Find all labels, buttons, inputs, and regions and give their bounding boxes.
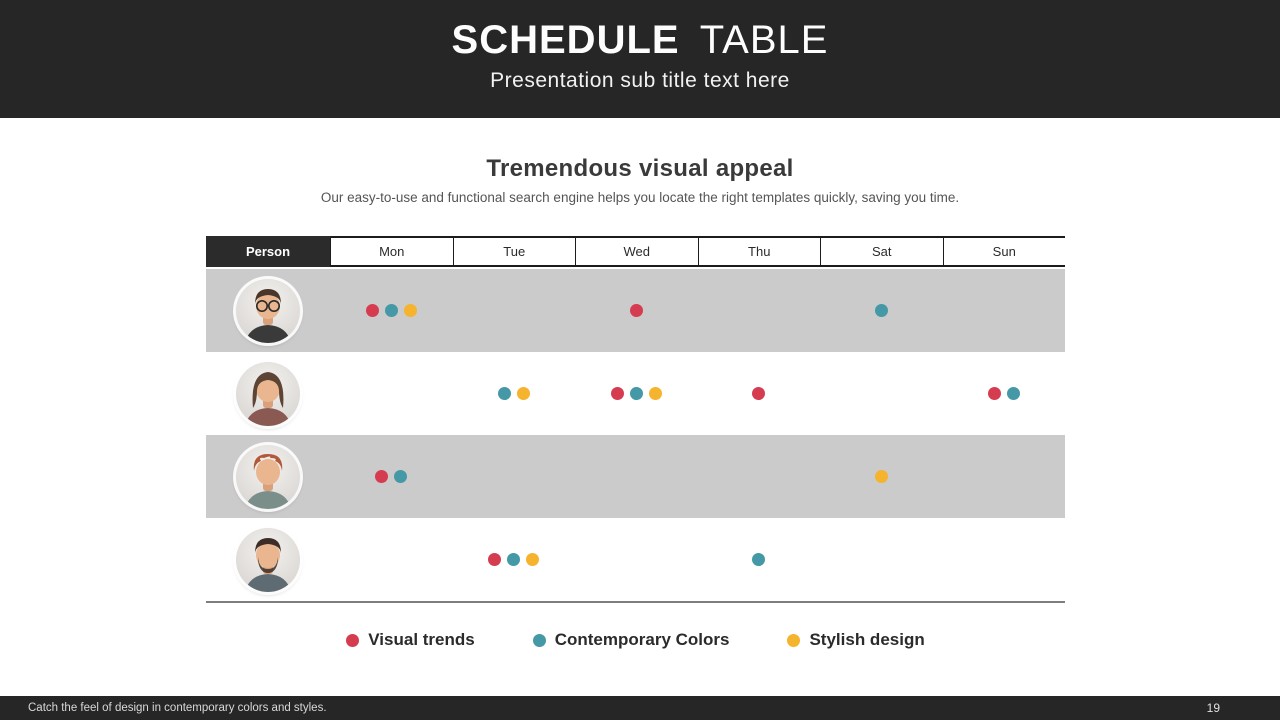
red-dot (375, 470, 389, 483)
slide-header: SCHEDULE TABLE Presentation sub title te… (0, 0, 1280, 118)
day-cell-thu (698, 435, 821, 518)
day-cell-wed (575, 518, 698, 601)
day-cell-thu (698, 518, 821, 601)
table-row (206, 269, 1065, 352)
legend: Visual trends Contemporary Colors Stylish … (206, 626, 1065, 654)
red-dot (610, 387, 624, 400)
person-cell (206, 269, 330, 352)
red-dot (987, 387, 1001, 400)
teal-dot (629, 387, 643, 400)
table-header-day-wed: Wed (575, 238, 698, 265)
day-cell-sat (820, 435, 943, 518)
yellow-dot (648, 387, 662, 400)
avatar-man-beard (236, 527, 300, 592)
red-dot (752, 387, 766, 400)
day-cell-mon (330, 269, 453, 352)
avatar-man-glasses (236, 278, 300, 343)
slide-title-light: TABLE (699, 18, 829, 62)
table-header-day-sat: Sat (820, 238, 943, 265)
section-description: Our easy-to-use and functional search en… (320, 190, 960, 205)
teal-dot (1006, 387, 1020, 400)
day-cell-tue (453, 269, 576, 352)
legend-item: Contemporary Colors (532, 630, 730, 650)
schedule-table: Person Mon Tue Wed Thu Sat Sun (206, 236, 1065, 603)
avatar-woman-short-hair (236, 444, 300, 509)
red-dot (346, 633, 360, 647)
page-number: 19 (1206, 701, 1220, 715)
day-cell-sun (943, 518, 1066, 601)
red-dot (365, 304, 379, 317)
day-cell-sun (943, 269, 1066, 352)
legend-label: Contemporary Colors (554, 630, 730, 649)
table-header-day-tue: Tue (452, 238, 575, 265)
day-cell-tue (453, 435, 576, 518)
table-row (206, 518, 1065, 601)
person-cell (206, 352, 330, 435)
table-bottom-border (206, 601, 1065, 603)
day-cell-mon (330, 518, 453, 601)
table-row (206, 352, 1065, 435)
yellow-dot (403, 304, 417, 317)
teal-dot (532, 633, 546, 647)
table-header-row: Person Mon Tue Wed Thu Sat Sun (206, 236, 1065, 267)
table-row (206, 435, 1065, 518)
teal-dot (394, 470, 408, 483)
day-cell-mon (330, 352, 453, 435)
table-header-day-sun: Sun (942, 238, 1065, 265)
teal-dot (752, 553, 766, 566)
person-cell (206, 518, 330, 601)
table-header-person: Person (206, 236, 330, 267)
table-body (206, 269, 1065, 601)
legend-label: Stylish design (809, 630, 925, 649)
yellow-dot (526, 553, 540, 566)
red-dot (488, 553, 502, 566)
yellow-dot (787, 633, 801, 647)
section-title: Tremendous visual appeal (486, 155, 794, 182)
table-header-day-thu: Thu (697, 238, 820, 265)
slide-title-bold: SCHEDULE (451, 18, 680, 62)
yellow-dot (874, 470, 888, 483)
legend-label: Visual trends (368, 630, 475, 649)
day-cell-tue (453, 518, 576, 601)
person-cell (206, 435, 330, 518)
day-cell-tue (453, 352, 576, 435)
day-cell-wed (575, 269, 698, 352)
day-cell-sat (820, 352, 943, 435)
teal-dot (507, 553, 521, 566)
table-header-day-mon: Mon (330, 238, 453, 265)
day-cell-wed (575, 352, 698, 435)
day-cell-sun (943, 352, 1066, 435)
slide-title: SCHEDULE TABLE (0, 18, 1280, 63)
legend-item: Visual trends (346, 630, 475, 650)
section-heading-block: Tremendous visual appeal Our easy-to-use… (0, 155, 1280, 205)
day-cell-sat (820, 269, 943, 352)
teal-dot (384, 304, 398, 317)
slide-footer: Catch the feel of design in contemporary… (0, 696, 1280, 720)
yellow-dot (516, 387, 530, 400)
day-cell-mon (330, 435, 453, 518)
footer-text: Catch the feel of design in contemporary… (28, 702, 327, 714)
day-cell-sat (820, 518, 943, 601)
red-dot (629, 304, 643, 317)
day-cell-wed (575, 435, 698, 518)
day-cell-sun (943, 435, 1066, 518)
avatar-woman-long-hair (236, 361, 300, 426)
legend-item: Stylish design (787, 630, 925, 650)
teal-dot (497, 387, 511, 400)
day-cell-thu (698, 269, 821, 352)
day-cell-thu (698, 352, 821, 435)
slide-subtitle: Presentation sub title text here (490, 69, 790, 92)
teal-dot (874, 304, 888, 317)
